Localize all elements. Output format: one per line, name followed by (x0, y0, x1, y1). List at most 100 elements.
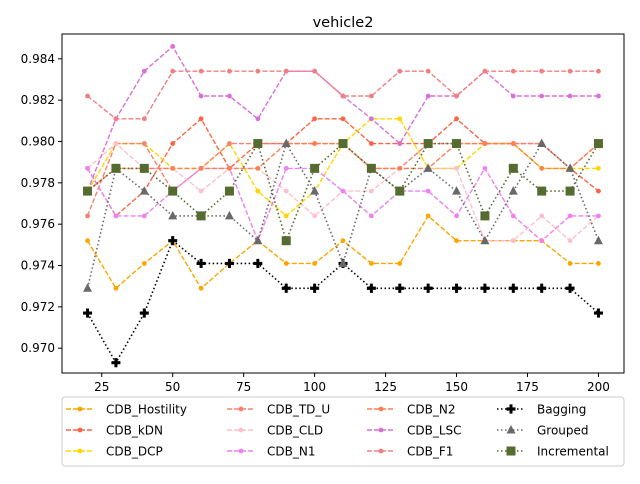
x-tick-label: 200 (587, 380, 610, 394)
data-point-incremental (508, 163, 518, 173)
data-point-cdb-f1 (397, 68, 403, 74)
data-point-cdb-cld (567, 238, 573, 244)
data-point-cdb-hostility (340, 238, 346, 244)
legend-marker (506, 425, 516, 434)
data-point-cdb-n2 (482, 141, 488, 146)
series-line-cdb-n2 (87, 142, 599, 192)
data-point-bagging (196, 258, 206, 269)
x-tick-label: 175 (516, 380, 539, 394)
data-point-incremental (310, 163, 320, 173)
legend-item-bagging: Bagging (497, 403, 586, 417)
y-tick-label: 0.970 (21, 341, 55, 355)
data-point-grouped (224, 210, 234, 220)
data-point-cdb-n1 (425, 188, 431, 194)
data-point-grouped (565, 163, 575, 172)
data-point-cdb-n1 (567, 213, 573, 219)
data-point-incremental (168, 186, 178, 196)
data-point-bagging (111, 358, 121, 368)
data-point-cdb-lsc (510, 93, 516, 99)
x-tick-label: 25 (94, 380, 109, 394)
data-point-grouped (423, 163, 433, 172)
data-point-bagging (310, 283, 320, 293)
data-point-grouped (168, 210, 178, 220)
legend-item-cdb-kdn: CDB_kDN (66, 424, 163, 438)
x-tick-label: 50 (165, 380, 180, 394)
data-point-cdb-f1 (596, 68, 601, 74)
data-point-cdb-n1 (482, 165, 488, 171)
data-point-grouped (281, 138, 291, 148)
data-point-cdb-n1 (283, 165, 289, 171)
data-point-cdb-dcp (397, 116, 403, 122)
data-point-incremental (83, 186, 93, 196)
legend-marker (77, 427, 83, 433)
legend-item-cdb-lsc: CDB_LSC (367, 424, 462, 438)
data-point-cdb-kdn (596, 188, 601, 194)
data-point-bagging (281, 283, 291, 293)
data-point-incremental (423, 139, 433, 149)
data-point-bagging (565, 283, 575, 293)
data-point-cdb-hostility (198, 285, 204, 291)
data-point-bagging (508, 283, 518, 293)
data-point-cdb-lsc (425, 93, 431, 99)
legend-item-cdb-dcp: CDB_DCP (66, 445, 163, 459)
data-point-cdb-lsc (567, 93, 573, 99)
legend-label: Bagging (537, 403, 586, 417)
series-cdb-n2 (85, 141, 601, 194)
x-tick-label: 75 (236, 380, 251, 394)
data-point-incremental (281, 236, 291, 246)
data-point-cdb-n1 (454, 213, 459, 219)
x-axis: 25 50 75 100 125 150 175 200 (94, 373, 610, 394)
legend-marker (378, 427, 384, 433)
data-point-cdb-kdn (312, 116, 318, 122)
data-point-cdb-f1 (510, 68, 516, 74)
data-point-cdb-f1 (567, 68, 573, 74)
x-tick-label: 125 (374, 380, 397, 394)
data-point-cdb-n1 (113, 213, 119, 219)
data-point-cdb-f1 (539, 68, 545, 74)
data-point-cdb-f1 (482, 68, 488, 74)
data-point-cdb-n2 (312, 141, 318, 146)
data-point-cdb-hostility (596, 261, 601, 266)
y-tick-label: 0.984 (21, 52, 55, 66)
data-point-incremental (196, 211, 206, 221)
series-line-cdb-hostility (86, 214, 599, 290)
data-point-cdb-f1 (340, 93, 346, 99)
data-point-cdb-dcp (283, 213, 289, 219)
legend-item-cdb-n1: CDB_N1 (227, 445, 315, 459)
data-point-cdb-f1 (85, 93, 90, 99)
data-point-incremental (395, 186, 405, 196)
legend-label: CDB_LSC (407, 424, 462, 438)
data-point-incremental (139, 163, 149, 173)
y-axis: 0.970 0.972 0.974 0.976 0.978 0.980 0.982 0.984 (21, 52, 62, 355)
data-point-cdb-f1 (227, 68, 232, 74)
data-point-cdb-cld (283, 188, 289, 194)
data-point-cdb-n2 (170, 165, 176, 171)
data-point-cdb-lsc (141, 68, 147, 74)
legend-label: CDB_Hostility (106, 403, 187, 417)
data-point-bagging (395, 283, 405, 293)
data-point-cdb-hostility (425, 213, 431, 219)
legend-marker (77, 406, 83, 412)
chart-title: vehicle2 (313, 15, 374, 31)
data-point-cdb-hostility (397, 261, 403, 266)
series-cdb-kdn (85, 116, 601, 219)
data-point-cdb-kdn (368, 141, 374, 146)
legend-item-cdb-td-u: CDB_TD_U (227, 403, 330, 417)
data-point-cdb-n1 (596, 213, 601, 219)
legend-marker (238, 448, 244, 454)
data-point-cdb-cld (368, 188, 374, 194)
x-tick-label: 150 (445, 380, 468, 394)
data-point-cdb-kdn (198, 116, 204, 122)
legend-label: CDB_CLD (267, 424, 323, 438)
data-point-cdb-f1 (312, 68, 318, 74)
data-point-bagging (83, 308, 93, 318)
data-point-cdb-n1 (539, 238, 545, 244)
data-point-cdb-lsc (255, 116, 261, 122)
data-point-cdb-lsc (596, 93, 601, 99)
y-tick-label: 0.972 (21, 300, 55, 314)
data-point-incremental (253, 139, 263, 149)
legend-label: CDB_N2 (407, 403, 455, 417)
legend: CDB_Hostility CDB_kDN CDB_DCP CDB_TD_U CDB_C… (61, 396, 625, 467)
